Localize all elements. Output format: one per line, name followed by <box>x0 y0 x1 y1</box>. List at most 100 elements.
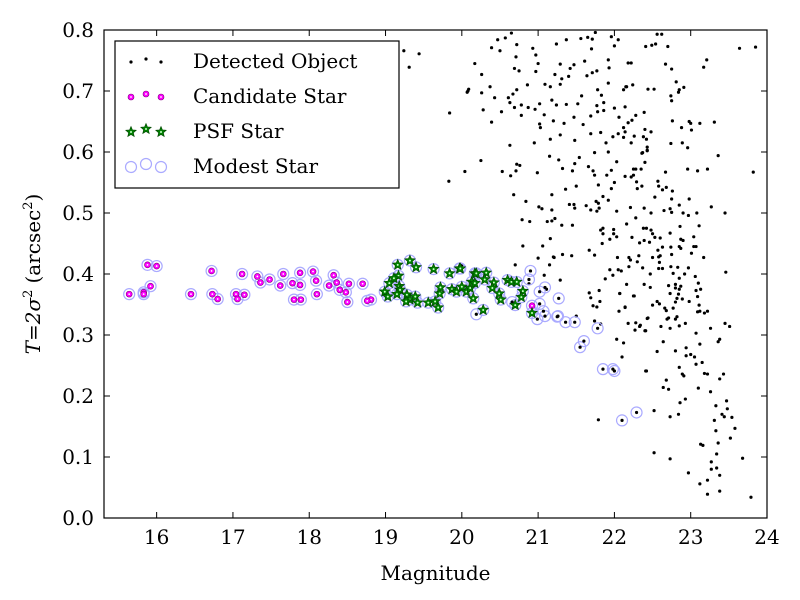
data-point <box>570 169 575 173</box>
data-point <box>536 256 540 260</box>
data-point <box>599 130 603 135</box>
data-point <box>611 135 615 139</box>
data-point <box>633 328 637 332</box>
data-point <box>533 107 537 111</box>
data-point <box>634 410 639 415</box>
data-point <box>628 258 633 262</box>
data-point <box>612 180 617 185</box>
data-point <box>709 467 713 471</box>
data-point <box>558 82 562 86</box>
data-point <box>697 303 701 307</box>
marker-center <box>455 290 458 293</box>
x-axis-label: Magnitude <box>380 561 490 585</box>
data-point <box>626 121 630 125</box>
data-point <box>641 266 645 270</box>
marker-center <box>482 308 485 311</box>
data-point <box>526 105 530 110</box>
data-point <box>650 43 654 47</box>
data-point <box>548 85 552 89</box>
data-point <box>697 224 701 228</box>
data-point <box>694 331 698 335</box>
x-tick-label: 17 <box>220 525 245 549</box>
data-point <box>573 206 577 210</box>
data-point <box>602 100 606 105</box>
data-point <box>479 158 483 163</box>
data-point <box>512 66 517 71</box>
marker-center <box>366 299 369 302</box>
data-point <box>660 266 665 271</box>
data-point <box>594 199 598 204</box>
data-point <box>589 296 593 300</box>
marker-center <box>338 288 341 291</box>
data-point <box>519 103 523 107</box>
data-point <box>632 294 636 298</box>
data-point <box>509 174 513 178</box>
data-point <box>620 418 624 422</box>
data-point <box>538 102 542 106</box>
data-point <box>616 38 620 42</box>
data-point <box>647 240 652 244</box>
data-point <box>617 309 621 313</box>
data-point <box>514 55 518 59</box>
data-point <box>627 265 631 269</box>
marker-center <box>498 292 501 295</box>
data-point <box>524 199 528 204</box>
data-point <box>657 255 661 259</box>
data-point <box>689 352 693 357</box>
marker-center <box>312 270 314 273</box>
x-tick-label: 22 <box>602 525 627 549</box>
data-point <box>615 209 619 213</box>
data-point <box>629 175 633 179</box>
data-point <box>644 137 649 141</box>
data-point <box>718 337 722 341</box>
data-point <box>676 90 681 94</box>
data-point <box>520 218 524 222</box>
data-point <box>715 452 719 456</box>
data-point <box>678 224 682 229</box>
marker-center <box>236 298 239 300</box>
data-point <box>626 61 630 65</box>
y-axis-ticks: 0.0 0.1 0.2 0.3 0.4 0.5 0.6 0.7 0.8 <box>62 18 767 530</box>
marker-center <box>370 298 372 301</box>
data-point <box>682 85 686 89</box>
data-point <box>587 291 591 295</box>
data-point <box>591 169 595 173</box>
marker-center <box>256 275 259 278</box>
marker-center <box>514 304 517 307</box>
data-point <box>705 167 710 171</box>
legend-item-psf-star: PSF Star <box>125 119 284 143</box>
data-point <box>538 281 552 294</box>
data-point <box>722 415 726 419</box>
data-point <box>670 189 674 193</box>
data-point <box>683 272 687 276</box>
data-point <box>723 211 727 215</box>
marker-center <box>460 285 463 288</box>
data-point <box>552 292 565 305</box>
marker-center <box>399 288 402 291</box>
data-point <box>596 363 610 376</box>
data-point <box>612 369 617 373</box>
marker-center <box>160 131 162 133</box>
data-point <box>550 193 554 197</box>
data-point <box>609 35 613 39</box>
marker-center <box>472 297 475 300</box>
legend-item-detected-object: Detected Object <box>129 49 357 73</box>
data-point <box>573 138 577 143</box>
marker-center <box>282 273 285 275</box>
data-point <box>669 245 673 249</box>
data-point <box>702 65 706 69</box>
marker-center <box>328 284 330 287</box>
data-point <box>702 371 707 376</box>
data-point <box>637 324 642 329</box>
data-point <box>519 113 523 117</box>
data-point <box>617 115 621 119</box>
data-point <box>573 341 587 354</box>
data-point <box>674 80 678 84</box>
marker-center <box>520 296 523 299</box>
data-point <box>716 154 720 158</box>
data-point <box>570 223 575 227</box>
data-point <box>661 340 665 344</box>
data-point <box>687 299 691 304</box>
marker-center <box>291 282 294 285</box>
data-point <box>684 346 688 350</box>
